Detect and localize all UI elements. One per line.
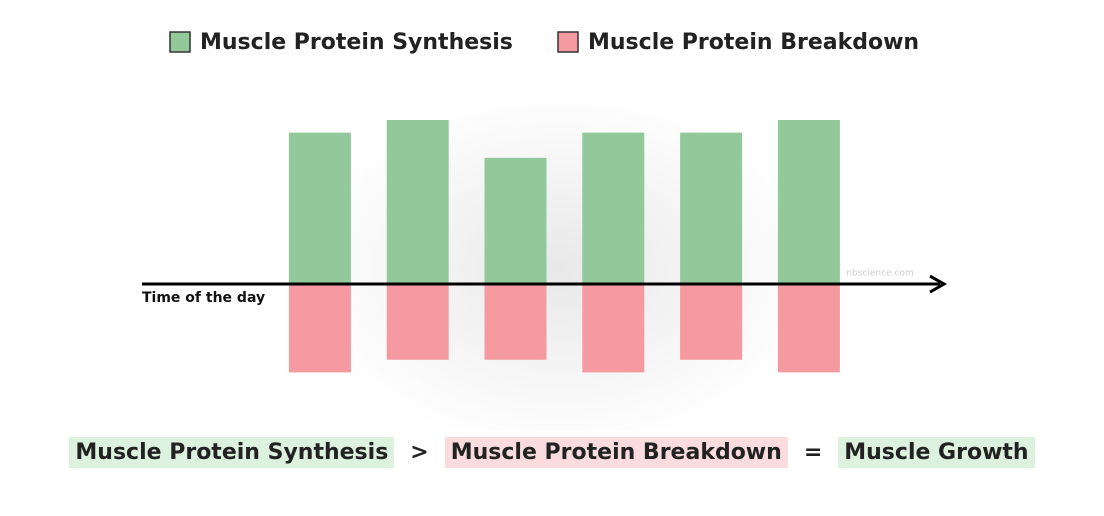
bar <box>386 284 449 360</box>
equation-operator: > <box>410 440 429 465</box>
bar <box>288 132 351 285</box>
bar <box>680 132 743 285</box>
equation: Muscle Protein Synthesis > Muscle Protein … <box>0 437 1104 468</box>
watermark: nbscience.com <box>846 269 913 279</box>
legend-swatch <box>169 31 191 53</box>
equation-term: Muscle Growth <box>838 437 1035 468</box>
bar <box>582 284 645 373</box>
legend-label: Muscle Protein Breakdown <box>588 30 919 55</box>
x-axis-arrow <box>929 274 948 294</box>
legend-label: Muscle Protein Synthesis <box>200 30 513 55</box>
bar <box>777 120 840 285</box>
chart: Time of the day nbscience.com Muscle Pro… <box>142 30 948 430</box>
bar <box>582 132 645 285</box>
bar <box>484 284 547 360</box>
bar <box>680 284 743 360</box>
bar <box>386 120 449 285</box>
equation-term: Muscle Protein Breakdown <box>444 437 788 468</box>
bar <box>777 284 840 373</box>
x-axis-label: Time of the day <box>142 290 265 306</box>
equation-term: Muscle Protein Synthesis <box>69 437 395 468</box>
equation-operator: = <box>803 440 823 465</box>
bar <box>484 157 547 285</box>
legend-swatch <box>557 31 579 53</box>
bar <box>288 284 351 373</box>
